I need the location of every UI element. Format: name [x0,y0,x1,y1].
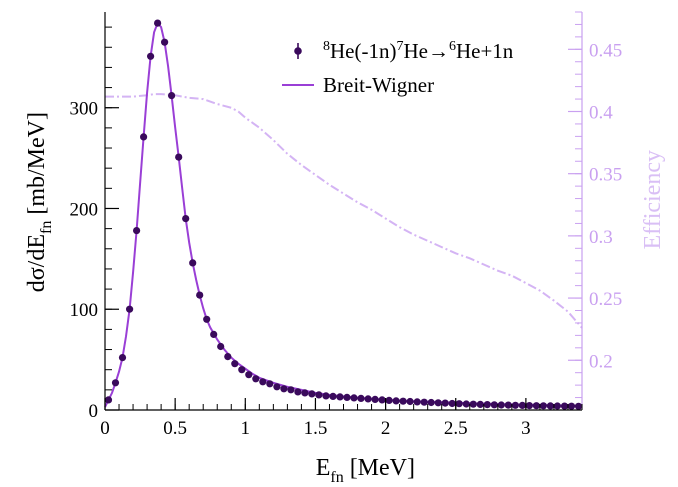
y2-tick-label: 0.2 [589,351,613,372]
efficiency-line [105,93,583,329]
data-point [224,353,232,361]
y-axis-title: dσ/dEfn [mb/MeV] [24,112,55,292]
data-point [476,400,484,408]
data-point [161,38,169,46]
data-point [511,401,519,409]
data-point [189,259,197,267]
data-point [273,383,281,391]
data-point [203,315,211,323]
data-point [252,375,260,383]
data-point [399,397,407,405]
y-tick-label: 300 [70,99,99,120]
data-point [539,402,548,410]
y2-tick-label: 0.25 [589,289,622,310]
data-point [420,398,428,406]
data-point [532,402,541,410]
legend-label-data: 8He(-1n)7He→6He+1n [323,39,514,63]
data-point [392,397,400,405]
data-point [427,398,435,407]
data-point [147,52,155,60]
data-point [357,394,365,402]
data-point [504,401,512,409]
data-point [111,379,120,387]
data-point [315,391,323,399]
x-tick-label: 3 [521,418,531,439]
data-point [140,133,148,141]
data-point [497,401,505,409]
data-point [483,401,491,409]
data-point [518,401,527,409]
data-point [322,392,330,400]
plot-area [104,19,583,410]
legend-label-fit: Breit-Wigner [323,73,434,97]
data-point [294,388,302,396]
data-point [343,393,351,401]
data-point [126,305,134,313]
data-point [448,399,456,408]
data-point [574,402,583,410]
data-point [378,396,386,404]
y-tick-label: 100 [70,300,99,321]
data-points [104,19,583,410]
y-tick-label: 0 [89,401,99,422]
data-point [567,402,576,410]
data-point [469,400,477,408]
data-point [350,394,358,402]
data-point [175,153,183,161]
data-point [182,215,190,223]
y2-tick-label: 0.4 [589,103,613,124]
data-point [455,400,463,408]
data-point [287,386,295,394]
data-point [441,399,449,407]
data-point [259,378,267,386]
y2-tick-label: 0.45 [589,40,622,61]
data-point [168,92,176,100]
data-point [560,402,569,410]
data-point [462,400,470,408]
data-point [413,398,421,406]
x-axis-title: Efn [MeV] [316,455,415,486]
data-point [217,342,225,351]
x-tick-label: 0 [100,418,110,439]
y2-tick-label: 0.3 [589,227,613,248]
legend-marker-data [294,47,302,55]
data-point [329,392,337,400]
x-tick-label: 2 [381,418,391,439]
data-point [553,402,562,410]
data-point [196,291,204,299]
data-point [118,354,127,362]
data-point [364,395,372,403]
axes: 0 0.5 1 1.5 2 2.5 3 0 100 200 300 0.2 0.25 0.3 0.35 0.4… [24,11,666,486]
data-point [266,380,274,388]
data-point [154,19,162,27]
x-tick-label: 1 [241,418,251,439]
data-point [133,227,141,235]
data-point [371,395,379,403]
x-tick-label: 2.5 [444,418,468,439]
data-point [525,402,534,410]
data-point [231,360,239,368]
y2-tick-label: 0.35 [589,165,622,186]
y2-axis-title: Efficiency [640,150,666,250]
y-tick-label: 200 [70,199,99,220]
data-point [104,396,113,404]
data-point [490,401,498,409]
data-point [280,385,288,393]
data-point [301,389,309,397]
data-point [210,330,218,338]
data-point [238,366,246,374]
data-point [336,393,344,401]
data-point [406,397,414,406]
data-point [245,371,253,379]
x-tick-label: 0.5 [163,418,187,439]
data-point [308,390,316,398]
x-tick-label: 1.5 [304,418,328,439]
data-point [434,399,442,407]
data-point [385,396,393,404]
legend: 8He(-1n)7He→6He+1n Breit-Wigner [282,39,514,97]
data-point [546,402,555,410]
